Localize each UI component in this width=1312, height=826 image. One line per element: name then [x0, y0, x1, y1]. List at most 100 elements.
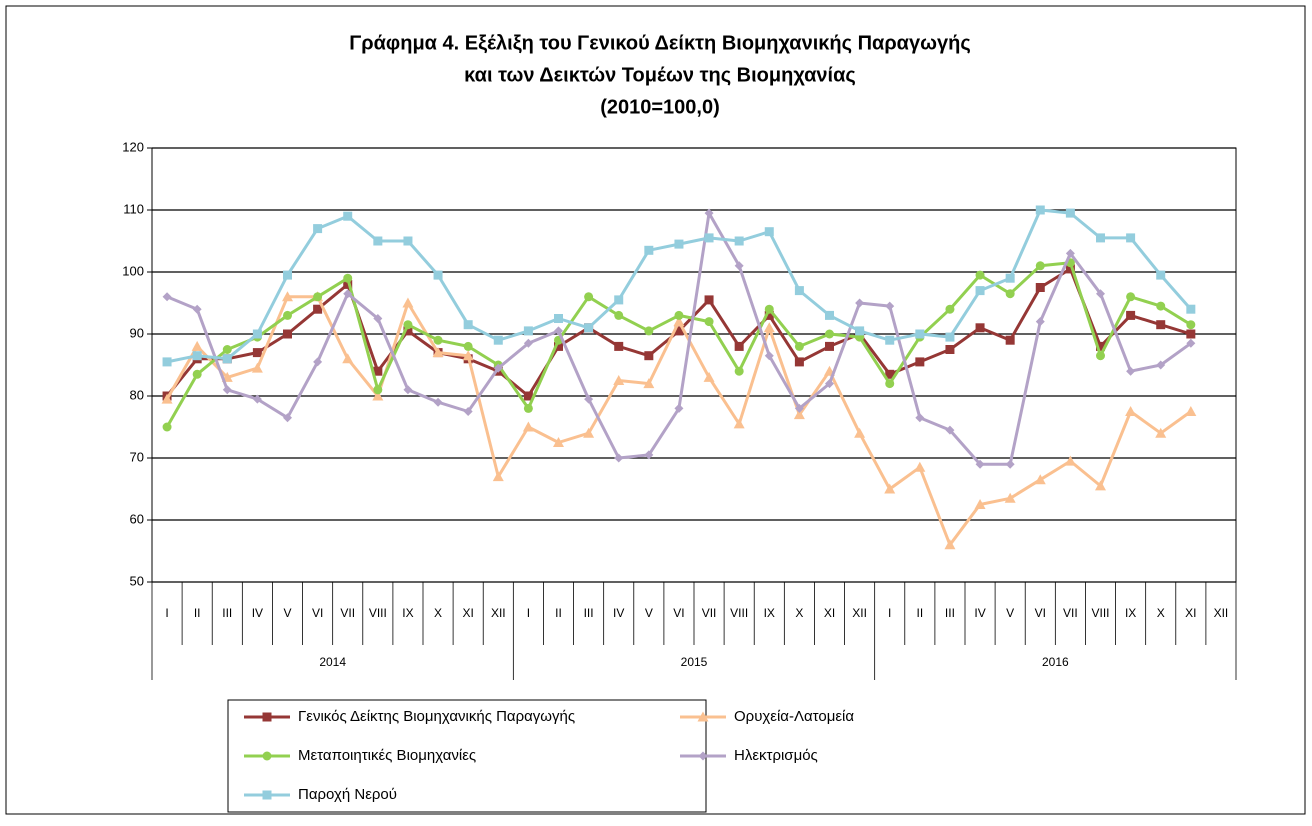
data-point [252, 394, 262, 404]
data-point [1035, 283, 1045, 292]
data-point [283, 310, 292, 320]
data-point [734, 341, 744, 351]
data-point [1005, 459, 1015, 469]
data-point [372, 390, 384, 401]
legend-marker [262, 751, 272, 761]
data-point [463, 407, 473, 416]
x-tick-label: XI [824, 606, 835, 620]
data-point [825, 379, 834, 389]
data-point [884, 483, 896, 494]
x-tick-label: I [527, 606, 530, 620]
data-point [975, 286, 985, 296]
data-point [763, 322, 775, 333]
data-point [252, 348, 262, 358]
data-point [764, 227, 774, 237]
x-tick-label: I [165, 606, 168, 620]
data-point [313, 224, 323, 234]
data-point [915, 413, 925, 423]
data-point [313, 357, 323, 367]
x-tick-label: X [434, 606, 442, 620]
data-point [975, 323, 985, 333]
data-point [192, 369, 202, 379]
data-point [764, 310, 774, 320]
data-point [162, 292, 172, 302]
data-point [192, 304, 202, 314]
data-point [1156, 360, 1166, 370]
data-point [313, 292, 323, 302]
group-label: 2016 [1042, 655, 1069, 669]
legend-marker [262, 712, 272, 722]
data-point [1005, 273, 1015, 283]
data-point [794, 357, 804, 367]
chart-title: Γράφημα 4. Εξέλιξη του Γενικού Δείκτη Βι… [349, 32, 971, 54]
data-point [1156, 301, 1166, 311]
data-point [764, 304, 774, 314]
y-tick-label: 90 [130, 325, 144, 340]
data-point [342, 353, 354, 364]
data-point [974, 499, 986, 509]
data-point [614, 453, 624, 463]
data-point [554, 341, 563, 351]
data-point [704, 317, 714, 327]
data-point [614, 341, 624, 351]
data-point [613, 375, 625, 385]
data-point [644, 450, 654, 460]
data-point [945, 304, 955, 314]
data-point [673, 316, 685, 327]
data-point [644, 245, 654, 255]
data-point [1005, 335, 1015, 345]
data-point [1096, 341, 1105, 351]
data-point [975, 459, 985, 469]
data-point [885, 335, 895, 345]
data-point [162, 422, 172, 432]
data-point [704, 233, 714, 243]
data-point [403, 320, 413, 330]
x-tick-label: XI [462, 606, 473, 620]
data-point [522, 421, 534, 432]
legend-label: Παροχή Νερού [298, 786, 397, 803]
data-point [402, 297, 414, 308]
data-point [493, 335, 503, 345]
x-tick-label: II [555, 606, 562, 620]
y-tick-label: 70 [130, 449, 144, 464]
data-point [403, 385, 413, 395]
data-point [403, 326, 413, 336]
data-point [252, 329, 262, 339]
y-tick-label: 120 [122, 139, 144, 154]
x-tick-label: XII [491, 606, 506, 620]
x-tick-label: V [283, 606, 291, 620]
group-label: 2015 [681, 655, 708, 669]
x-tick-label: II [194, 606, 201, 620]
x-tick-label: IV [252, 606, 263, 620]
x-tick-label: VIII [1091, 606, 1109, 620]
data-point [674, 403, 684, 413]
data-point [433, 270, 443, 280]
data-point [674, 239, 684, 249]
data-point [825, 310, 834, 320]
data-point [523, 391, 533, 401]
data-point [554, 314, 563, 323]
data-point [1004, 492, 1016, 503]
data-point [1186, 320, 1196, 330]
chart-subtitle: (2010=100,0) [600, 96, 720, 118]
data-point [161, 393, 173, 404]
data-point [432, 347, 444, 358]
data-point [614, 295, 624, 305]
x-tick-label: IV [613, 606, 624, 620]
data-point [313, 304, 323, 314]
data-point [433, 335, 443, 345]
chart-subtitle: και των Δεικτών Τομέων της Βιομηχανίας [464, 64, 856, 86]
data-point [794, 341, 804, 351]
data-point [914, 461, 926, 472]
x-tick-label: II [916, 606, 923, 620]
y-tick-label: 60 [130, 511, 144, 526]
data-point [1096, 233, 1105, 243]
legend-box [227, 699, 707, 813]
legend-marker [697, 711, 709, 722]
data-point [584, 323, 594, 333]
data-point [1186, 329, 1196, 339]
data-point [554, 326, 563, 336]
data-point [583, 427, 595, 438]
x-tick-label: IV [974, 606, 985, 620]
